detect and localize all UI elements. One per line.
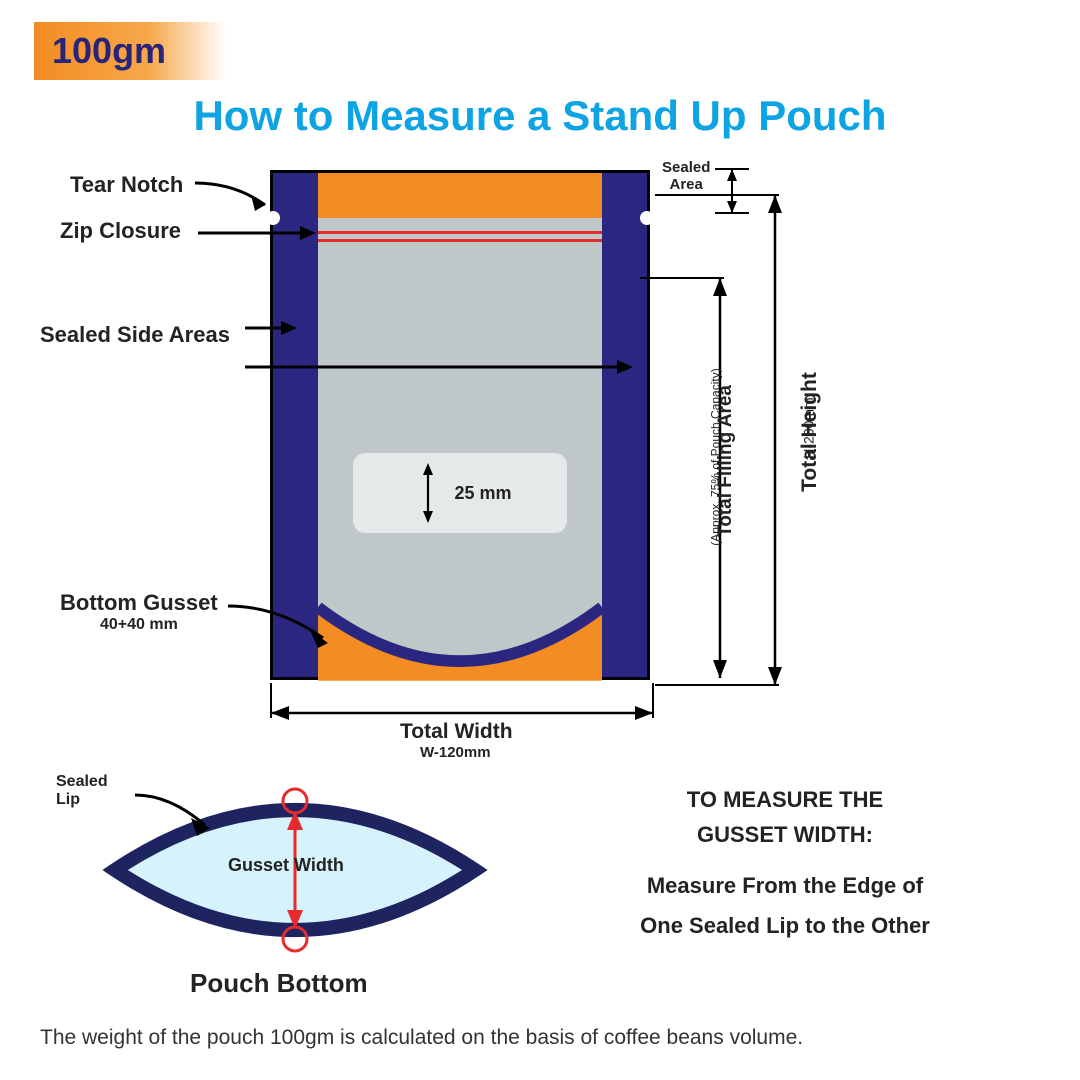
gusset-instruction-header: TO MEASURE THE GUSSET WIDTH: xyxy=(560,782,1010,852)
label-total-width-sub: W-120mm xyxy=(420,744,491,761)
footnote: The weight of the pouch 100gm is calcula… xyxy=(40,1026,803,1050)
label-pouch-bottom: Pouch Bottom xyxy=(190,968,368,999)
arrow-bottom-gusset xyxy=(228,598,358,653)
label-sealed-side: Sealed Side Areas xyxy=(40,322,230,348)
dim-total-height xyxy=(755,195,795,695)
label-zip-closure: Zip Closure xyxy=(60,218,181,244)
dim-sealed-area xyxy=(715,160,755,215)
label-gusset-width: Gusset Width xyxy=(228,855,344,876)
label-total-filling-sub: (Approx. 75% of Pouch Capacity) xyxy=(709,368,723,545)
gusset-instruction-block: TO MEASURE THE GUSSET WIDTH: Measure Fro… xyxy=(560,782,1010,946)
label-total-width: Total Width xyxy=(400,720,513,744)
label-sealed-lip: Sealed Lip xyxy=(56,773,108,808)
side-seal-right xyxy=(602,173,647,677)
tear-notch-right-icon xyxy=(640,211,654,225)
label-sealed-area: Sealed Area xyxy=(662,160,710,193)
bottom-gusset-shape xyxy=(318,573,602,681)
zip-line-bottom xyxy=(318,239,602,242)
zip-line-top xyxy=(318,231,602,234)
label-tear-notch: Tear Notch xyxy=(70,172,183,198)
weight-badge: 100gm xyxy=(34,22,226,80)
arrow-sealed-side-long xyxy=(245,355,655,385)
bottom-section: Sealed Lip Gusset Width Pouch Bottom TO … xyxy=(60,770,1020,1000)
main-title: How to Measure a Stand Up Pouch xyxy=(0,92,1080,140)
label-bottom-gusset-sub: 40+40 mm xyxy=(100,616,178,634)
arrow-zip xyxy=(198,218,318,248)
label-bottom-gusset: Bottom Gusset xyxy=(60,590,218,616)
gusset-instruction-body: Measure From the Edge of One Sealed Lip … xyxy=(560,866,1010,945)
window-panel: 25 mm xyxy=(353,453,567,533)
label-total-height-sub: H-200mm xyxy=(801,397,817,458)
arrow-sealed-side xyxy=(245,310,305,340)
window-dimension: 25 mm xyxy=(454,483,511,504)
